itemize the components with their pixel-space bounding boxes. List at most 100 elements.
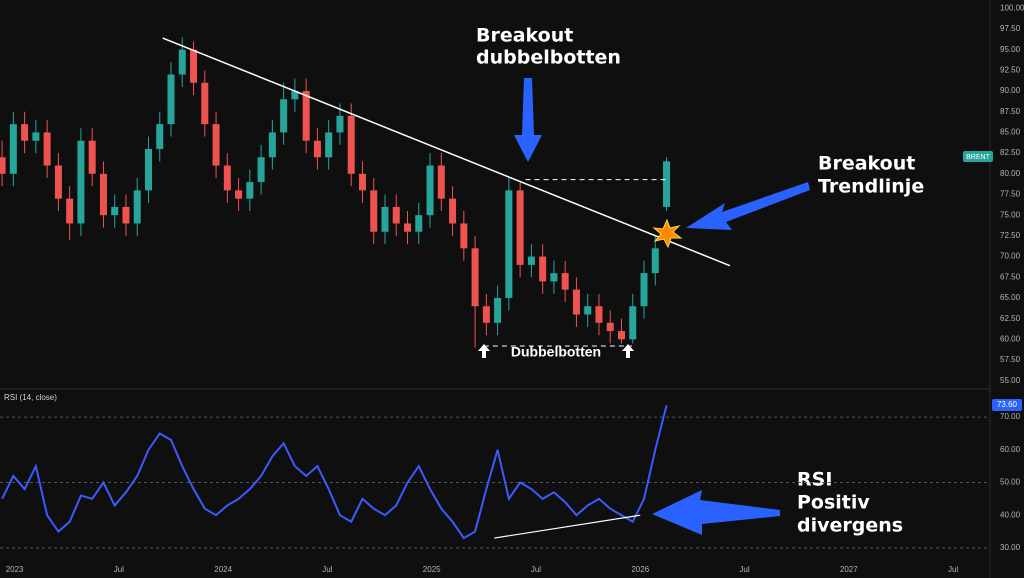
y-tick-label: 92.50 [1000, 65, 1021, 74]
symbol-label: BRENT [966, 154, 990, 161]
candle-body [246, 182, 254, 199]
candle-body [527, 256, 535, 265]
arrows [514, 78, 810, 535]
candle-body [325, 132, 333, 158]
small-arrows [478, 344, 634, 358]
candle-body [651, 248, 659, 274]
y-tick-label: 80.00 [1000, 169, 1021, 178]
rsi-line [1, 405, 668, 540]
candle-body [21, 124, 29, 141]
candle-body [66, 198, 74, 224]
annotation: Positiv [797, 492, 870, 514]
candle-body [370, 190, 378, 232]
candle-body [302, 91, 310, 141]
candle-body [190, 49, 198, 83]
candle-body [212, 124, 220, 166]
candle-body [347, 115, 355, 174]
candle-body [223, 165, 231, 191]
candle-body [257, 157, 265, 183]
arrow [478, 344, 490, 358]
candle-body [54, 165, 62, 199]
x-tick-label: Jul [531, 565, 541, 574]
candle-body [494, 297, 502, 323]
divergence-line [494, 514, 641, 539]
candle-body [572, 289, 580, 315]
y-tick-label: 75.00 [1000, 210, 1021, 219]
y-tick-label: 60.00 [1000, 445, 1021, 454]
candle-body [144, 148, 152, 191]
x-tick-label: 2027 [840, 565, 858, 574]
arrow [686, 182, 810, 230]
last-value-badge [992, 399, 1022, 411]
x-tick-label: Jul [948, 565, 958, 574]
arrow [622, 344, 634, 358]
x-tick-label: 2024 [214, 565, 232, 574]
y-tick-label: 70.00 [1000, 252, 1021, 261]
candle-body [313, 140, 321, 158]
candle-body [167, 74, 175, 125]
candle-body [156, 124, 164, 149]
candle-body [629, 306, 637, 340]
candle-body [122, 206, 130, 224]
x-tick-label: 2026 [631, 565, 649, 574]
candle-body [584, 306, 592, 315]
candle-body [9, 124, 17, 174]
y-tick-label: 70.00 [1000, 412, 1021, 421]
annotation: Breakout [818, 153, 915, 175]
rsi-title: RSI (14, close) [4, 393, 57, 402]
annotation: divergens [797, 515, 903, 537]
annotation: Breakout [476, 25, 573, 47]
y-tick-label: 97.50 [1000, 24, 1021, 33]
annotation: dubbelbotten [476, 47, 621, 69]
y-tick-label: 57.50 [1000, 355, 1021, 364]
annotation: RSI [797, 469, 832, 491]
candle-body [561, 273, 569, 290]
y-tick-label: 100.00 [1000, 3, 1024, 12]
y-tick-label: 87.50 [1000, 107, 1021, 116]
y-tick-label: 40.00 [1000, 510, 1021, 519]
y-tick-label: 95.00 [1000, 45, 1021, 54]
candle-body [550, 273, 558, 282]
y-tick-label: 77.50 [1000, 190, 1021, 199]
x-tick-label: 2025 [423, 565, 441, 574]
candle-body [640, 273, 648, 307]
candle-body [111, 206, 119, 216]
annotation: Dubbelbotten [511, 344, 601, 360]
candle-body [280, 99, 288, 133]
last-value-label: 73.60 [997, 400, 1018, 409]
candle-body [471, 248, 479, 307]
candle-body [336, 115, 344, 133]
candle-body [482, 306, 490, 323]
candle-body [88, 140, 96, 174]
candle-body [505, 190, 513, 298]
candle-body [0, 157, 6, 174]
candle-body [595, 306, 603, 323]
candle-body [77, 140, 85, 224]
x-tick-label: Jul [739, 565, 749, 574]
candle-body [617, 331, 625, 340]
candle-body [235, 190, 243, 199]
x-tick-label: Jul [322, 565, 332, 574]
y-tick-label: 65.00 [1000, 293, 1021, 302]
arrow [652, 490, 780, 535]
y-tick-label: 60.00 [1000, 334, 1021, 343]
x-tick-label: 2023 [6, 565, 24, 574]
x-tick-label: Jul [114, 565, 124, 574]
candle-body [606, 322, 614, 332]
candle-body [268, 132, 276, 158]
y-tick-label: 90.00 [1000, 86, 1021, 95]
candle-body [426, 165, 434, 216]
candle-body [32, 132, 40, 141]
candle-body [404, 223, 412, 232]
candle-body [449, 198, 457, 224]
candle-body [663, 161, 671, 207]
candle-body [358, 173, 366, 191]
y-tick-label: 50.00 [1000, 478, 1021, 487]
candle-body [99, 173, 107, 216]
candle-body [415, 215, 423, 232]
candle-body [133, 190, 141, 224]
candle-body [437, 165, 445, 199]
candle-body [178, 49, 186, 75]
y-tick-label: 82.50 [1000, 148, 1021, 157]
